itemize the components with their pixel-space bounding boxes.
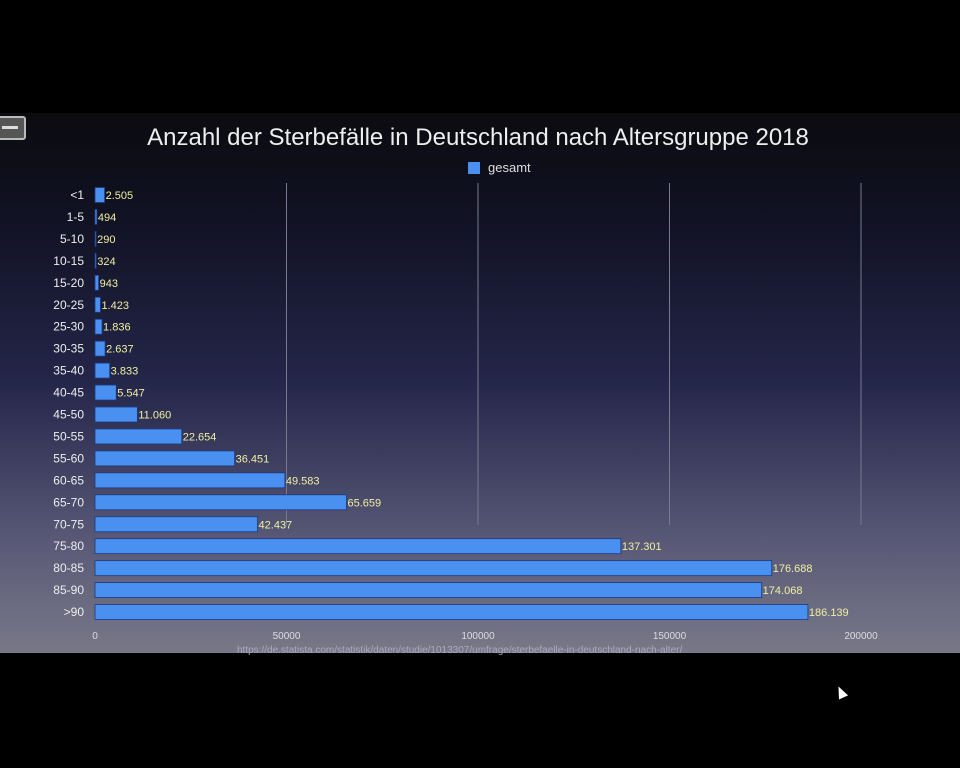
data-label: 186.139	[809, 607, 849, 619]
y-tick-label: 45-50	[53, 408, 84, 422]
bar	[94, 231, 97, 247]
y-tick-label: 35-40	[53, 364, 84, 378]
source-url: https://de.statista.com/statistik/daten/…	[237, 645, 683, 656]
bar	[94, 252, 97, 269]
bar	[94, 274, 100, 291]
bar	[94, 494, 347, 511]
data-label: 1.836	[103, 322, 131, 334]
bar	[94, 384, 117, 401]
bar	[94, 406, 138, 423]
y-tick-label: 85-90	[53, 583, 84, 597]
mouse-cursor-icon	[833, 684, 849, 700]
y-tick-label: 25-30	[53, 320, 84, 334]
y-tick-label: 80-85	[53, 561, 84, 575]
y-tick-label: 5-10	[60, 232, 84, 246]
legend-label: gesamt	[488, 160, 531, 175]
y-tick-label: 20-25	[53, 298, 84, 312]
data-label: 11.060	[138, 410, 171, 422]
data-label: 3.833	[111, 366, 139, 378]
bar	[94, 604, 809, 620]
data-label: 174.068	[763, 585, 803, 597]
y-tick-label: >90	[64, 605, 85, 619]
y-tick-label: 1-5	[67, 210, 85, 224]
video-frame: Anzahl der Sterbefälle in Deutschland na…	[0, 113, 960, 656]
y-tick-label: <1	[70, 188, 84, 202]
x-tick-label: 150000	[653, 631, 687, 642]
minimize-button[interactable]	[0, 116, 26, 140]
bar	[94, 296, 101, 313]
data-label: 2.637	[106, 344, 134, 356]
data-label: 42.437	[259, 519, 293, 531]
bar	[94, 538, 622, 555]
y-tick-label: 55-60	[53, 451, 84, 465]
chart-title: Anzahl der Sterbefälle in Deutschland na…	[147, 124, 809, 151]
bar	[94, 209, 98, 225]
bar	[94, 362, 111, 379]
data-label: 943	[100, 278, 118, 290]
legend-swatch	[468, 161, 480, 174]
bar-chart: 0 50000 100000 150000 200000 <1 2.505 1-5 494 5-1…	[53, 183, 878, 642]
bar	[94, 582, 763, 599]
bar	[94, 560, 773, 577]
x-tick-label: 50000	[273, 631, 301, 642]
data-label: 2.505	[106, 190, 134, 202]
data-label: 1.423	[101, 300, 129, 312]
data-label: 65.659	[347, 497, 381, 509]
bar	[94, 340, 106, 357]
bar	[94, 450, 236, 467]
y-tick-label: 70-75	[53, 517, 84, 531]
data-label: 176.688	[773, 563, 813, 575]
data-label: 5.547	[117, 388, 145, 400]
y-tick-label: 75-80	[53, 539, 84, 553]
data-label: 137.301	[622, 541, 662, 553]
data-label: 290	[97, 234, 115, 246]
data-label: 324	[97, 256, 115, 268]
y-tick-label: 15-20	[53, 276, 84, 290]
data-label: 36.451	[236, 453, 270, 465]
data-label: 49.583	[286, 475, 320, 487]
legend: gesamt	[468, 160, 531, 175]
bar	[94, 472, 286, 489]
y-tick-label: 40-45	[53, 386, 84, 400]
x-tick-label: 0	[92, 631, 98, 642]
y-tick-label: 10-15	[53, 254, 84, 268]
bar	[94, 187, 105, 203]
bar	[94, 318, 103, 335]
y-tick-label: 30-35	[53, 342, 84, 356]
data-label: 22.654	[183, 431, 217, 443]
bar	[94, 516, 258, 533]
y-tick-label: 50-55	[53, 429, 84, 443]
bar	[94, 428, 183, 445]
x-tick-label: 100000	[461, 631, 495, 642]
x-tick-label: 200000	[844, 631, 878, 642]
y-tick-label: 60-65	[53, 473, 84, 487]
data-label: 494	[98, 212, 116, 224]
y-tick-label: 65-70	[53, 495, 84, 509]
